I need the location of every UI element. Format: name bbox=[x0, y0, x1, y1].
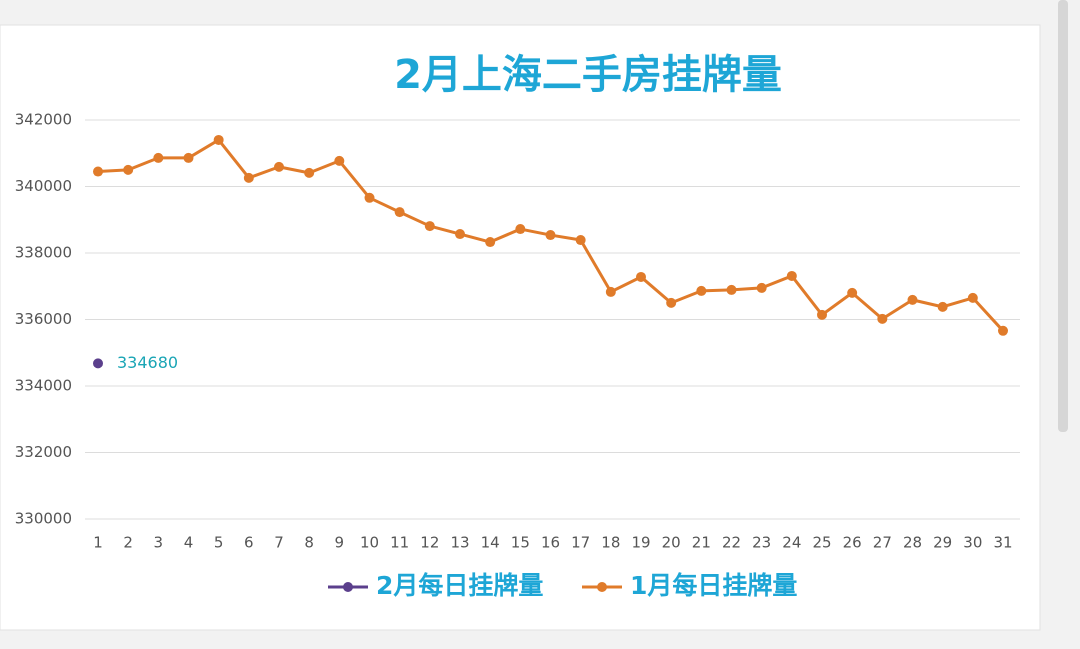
x-tick-label: 17 bbox=[571, 534, 590, 552]
x-tick-label: 28 bbox=[903, 534, 922, 552]
x-tick-label: 18 bbox=[601, 534, 620, 552]
data-point bbox=[394, 207, 405, 218]
data-point bbox=[213, 134, 224, 145]
x-tick-label: 25 bbox=[812, 534, 831, 552]
data-point bbox=[334, 155, 345, 166]
data-point bbox=[575, 235, 586, 246]
y-tick-label: 338000 bbox=[15, 244, 72, 262]
x-tick-label: 23 bbox=[752, 534, 771, 552]
data-point bbox=[817, 309, 827, 320]
data-point bbox=[515, 224, 526, 235]
x-tick-label: 7 bbox=[274, 534, 284, 552]
x-tick-label: 15 bbox=[511, 534, 530, 552]
x-tick-label: 3 bbox=[154, 534, 164, 552]
x-tick-label: 20 bbox=[662, 534, 681, 552]
data-point bbox=[424, 221, 435, 232]
legend-label: 2月每日挂牌量 bbox=[376, 571, 543, 600]
data-point bbox=[847, 287, 858, 298]
x-tick-label: 4 bbox=[184, 534, 194, 552]
x-tick-label: 8 bbox=[304, 534, 314, 552]
x-tick-label: 19 bbox=[631, 534, 650, 552]
data-point bbox=[967, 292, 978, 303]
scrollbar[interactable] bbox=[1058, 0, 1068, 432]
data-point bbox=[485, 237, 496, 248]
x-tick-label: 5 bbox=[214, 534, 224, 552]
data-point bbox=[123, 164, 134, 175]
data-label: 334680 bbox=[117, 353, 178, 372]
y-tick-label: 342000 bbox=[15, 111, 72, 129]
data-point bbox=[636, 271, 646, 282]
data-point bbox=[937, 301, 948, 312]
x-tick-label: 2 bbox=[123, 534, 133, 552]
x-tick-label: 27 bbox=[873, 534, 892, 552]
chart-card bbox=[0, 24, 1041, 631]
legend-label: 1月每日挂牌量 bbox=[630, 571, 797, 600]
y-tick-label: 332000 bbox=[15, 443, 72, 461]
x-tick-label: 10 bbox=[360, 534, 379, 552]
data-point bbox=[545, 230, 556, 241]
data-point bbox=[274, 161, 284, 172]
x-tick-label: 11 bbox=[390, 534, 409, 552]
x-tick-label: 22 bbox=[722, 534, 741, 552]
data-point bbox=[907, 294, 918, 305]
x-tick-label: 1 bbox=[93, 534, 103, 552]
x-tick-label: 14 bbox=[481, 534, 500, 552]
x-tick-label: 29 bbox=[933, 534, 952, 552]
data-point bbox=[605, 286, 616, 297]
data-point bbox=[455, 229, 465, 240]
x-tick-label: 16 bbox=[541, 534, 560, 552]
y-tick-label: 334000 bbox=[15, 377, 72, 395]
x-tick-label: 21 bbox=[692, 534, 711, 552]
x-tick-label: 12 bbox=[420, 534, 439, 552]
data-point bbox=[786, 270, 797, 281]
data-point bbox=[304, 167, 315, 178]
x-tick-label: 30 bbox=[963, 534, 982, 552]
x-tick-label: 6 bbox=[244, 534, 254, 552]
y-tick-label: 340000 bbox=[15, 177, 72, 195]
data-point bbox=[756, 282, 767, 293]
y-tick-label: 336000 bbox=[15, 310, 72, 328]
data-point bbox=[696, 285, 707, 296]
data-point bbox=[364, 192, 375, 203]
data-point bbox=[183, 152, 194, 163]
data-point bbox=[726, 284, 737, 295]
x-tick-label: 13 bbox=[450, 534, 469, 552]
data-point bbox=[877, 313, 888, 324]
x-tick-label: 9 bbox=[335, 534, 345, 552]
data-point bbox=[243, 172, 254, 183]
legend-marker bbox=[343, 582, 353, 592]
data-point bbox=[93, 166, 103, 177]
legend-marker bbox=[597, 582, 607, 592]
y-tick-label: 330000 bbox=[15, 510, 72, 528]
data-point bbox=[153, 152, 164, 163]
x-tick-label: 24 bbox=[782, 534, 801, 552]
data-point bbox=[93, 358, 103, 369]
data-point bbox=[998, 325, 1008, 336]
chart-title: 2月上海二手房挂牌量 bbox=[394, 52, 782, 98]
x-tick-label: 31 bbox=[993, 534, 1012, 552]
data-point bbox=[666, 297, 677, 308]
x-tick-label: 26 bbox=[843, 534, 862, 552]
